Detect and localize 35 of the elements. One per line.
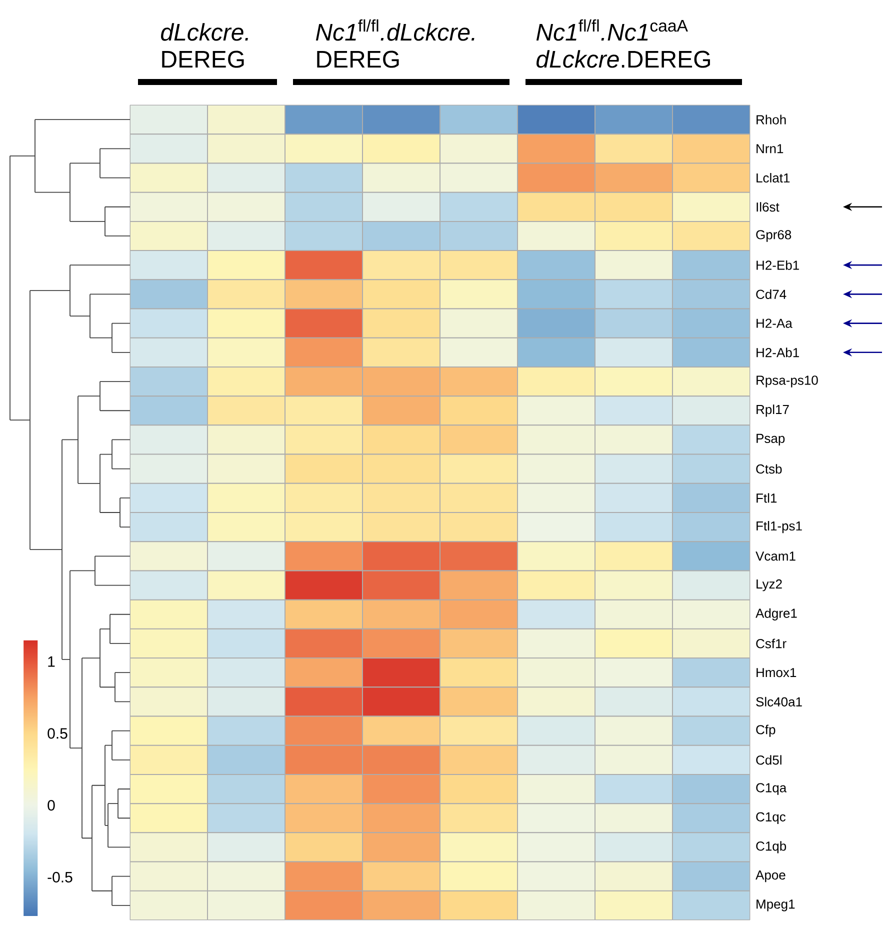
y-tick-label: Csf1r bbox=[756, 638, 786, 648]
y-tick-label: Hmox1 bbox=[756, 668, 796, 678]
text: Nc1$^{fl/fl}$.Nc1$^{caaA}$ dLckcre.DEREG bbox=[536, 19, 710, 68]
y-tick-label: C1qc bbox=[756, 812, 786, 824]
color-bar-label: 0 bbox=[48, 800, 55, 811]
color-bar-label: 1 bbox=[48, 656, 55, 667]
y-tick-label: C1qa bbox=[756, 783, 787, 795]
y-tick-label: Vcam1 bbox=[756, 552, 796, 561]
y-tick-label: Cfp bbox=[756, 724, 776, 737]
y-tick-label: Gpr68 bbox=[756, 230, 792, 242]
color-bar-label: 0.5 bbox=[48, 728, 68, 739]
y-tick-label: Il6st bbox=[756, 202, 780, 212]
y-tick-label: Cd5l bbox=[756, 755, 782, 765]
y-tick-label: H2-Ab1 bbox=[756, 348, 799, 358]
y-tick-label: H2-Eb1 bbox=[756, 260, 799, 270]
y-tick-label: Ftl1 bbox=[756, 493, 777, 503]
y-tick-label: Rpsa-ps10 bbox=[756, 376, 818, 388]
y-tick-label: H2-Aa bbox=[756, 318, 792, 328]
text: dLckcre. DEREG bbox=[161, 23, 248, 68]
text: Nc1$^{fl/fl}$.dLckcre. DEREG bbox=[316, 19, 474, 68]
y-tick-label: Psap bbox=[756, 434, 785, 446]
y-tick-label: Rhoh bbox=[756, 114, 786, 124]
y-tick-label: Lclat1 bbox=[756, 172, 790, 183]
y-tick-label: Mpeg1 bbox=[756, 900, 795, 912]
y-tick-label: Lyz2 bbox=[756, 579, 782, 592]
color-bar-label: -0.5 bbox=[48, 872, 72, 882]
y-tick-label: Slc40a1 bbox=[756, 696, 802, 706]
y-tick-label: C1qb bbox=[756, 841, 786, 854]
y-tick-label: Adgre1 bbox=[756, 608, 797, 620]
y-tick-label: Cd74 bbox=[756, 289, 786, 299]
y-tick-label: Ctsb bbox=[756, 464, 782, 474]
y-tick-label: Ftl1-ps1 bbox=[756, 520, 802, 534]
y-tick-label: Nrn1 bbox=[756, 144, 784, 154]
y-tick-label: Apoe bbox=[756, 870, 786, 882]
y-tick-label: Rpl17 bbox=[756, 404, 789, 417]
